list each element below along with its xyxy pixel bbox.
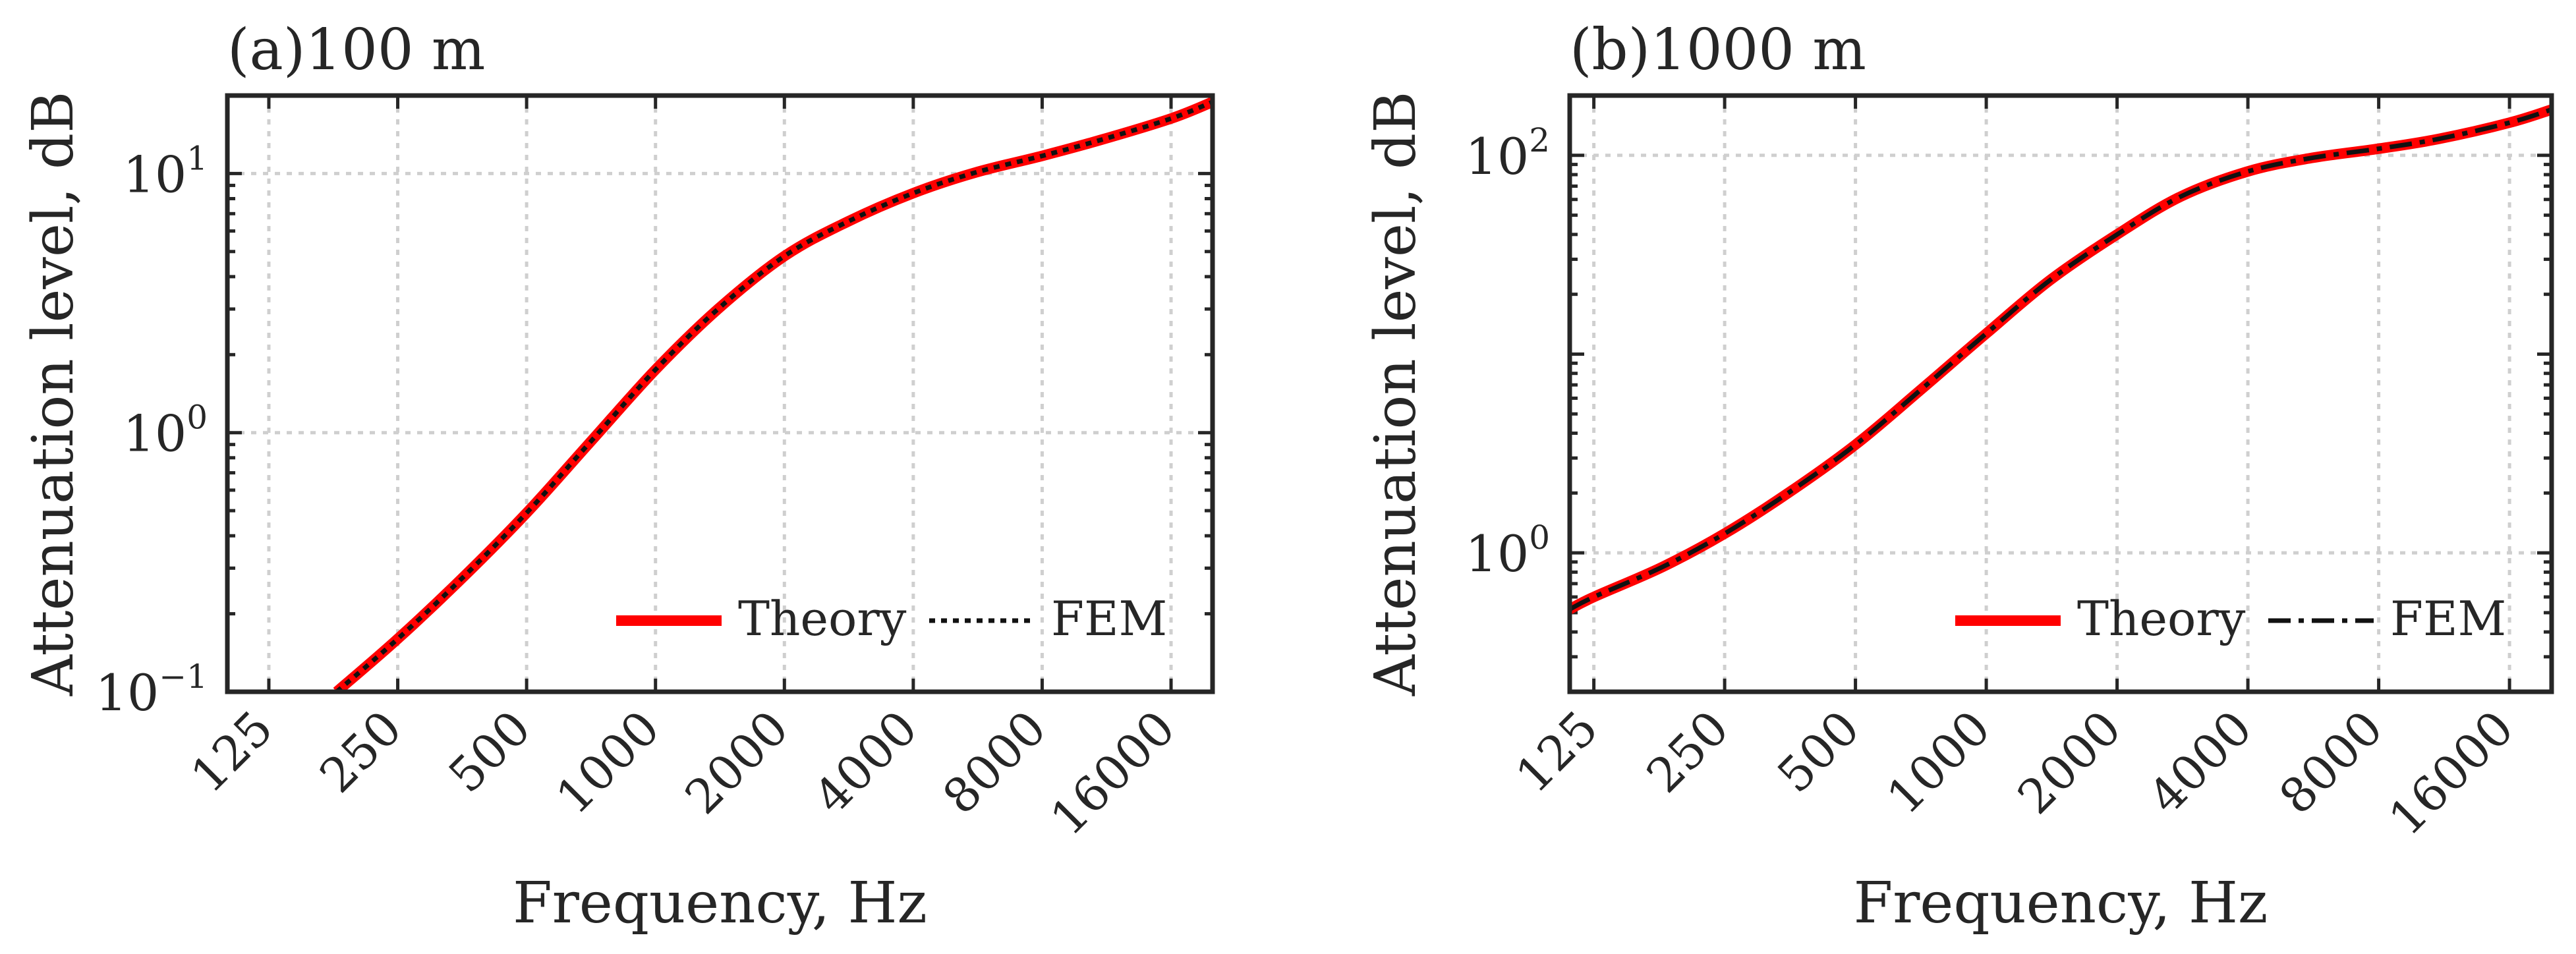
x-tick-label: 2000 [674, 700, 799, 825]
y-tick-exponent: 2 [1529, 121, 1550, 159]
panel-label: (b) [1570, 17, 1650, 83]
panel-title: (a)100 m [227, 17, 485, 83]
axes-box [1567, 93, 2554, 694]
panel-label: (a) [227, 17, 305, 83]
x-tick-label: 1000 [1876, 700, 2001, 825]
legend-label-theory: Theory [2077, 591, 2246, 646]
legend-label-fem: FEM [2390, 591, 2506, 646]
legend: Theory FEM [616, 591, 1167, 646]
x-axis-label: Frequency, Hz [1854, 870, 2268, 936]
y-tick-base: 10 [123, 145, 186, 204]
series-line-fem [1570, 107, 2552, 611]
grid [1570, 96, 2552, 692]
series-line-theory [1570, 104, 2552, 614]
panel-title-text: 1000 m [1650, 17, 1866, 83]
panel-title: (b)1000 m [1570, 17, 1866, 83]
x-tick-label: 1000 [546, 700, 670, 825]
series-lines [333, 97, 1213, 692]
x-tick-label: 8000 [2269, 700, 2393, 825]
y-tick-base: 10 [1465, 524, 1529, 583]
y-tick-exponent: 0 [1529, 519, 1550, 557]
y-tick-label: 100 [1465, 519, 1550, 583]
y-tick-label: 102 [1465, 121, 1550, 186]
x-tick-label: 4000 [2138, 700, 2262, 825]
y-tick-label: 100 [123, 399, 208, 463]
x-tick-label: 16000 [2378, 700, 2524, 846]
y-tick-exponent: 1 [186, 139, 208, 177]
x-tick-label: 2000 [2007, 700, 2132, 825]
x-tick-label: 250 [1636, 700, 1740, 804]
x-axis-label: Frequency, Hz [513, 870, 927, 936]
y-tick-label: 101 [123, 139, 208, 204]
legend: Theory FEM [1955, 591, 2506, 646]
x-tick-label: 500 [1767, 700, 1870, 804]
y-axis-label: Attenuation level, dB [1363, 92, 1429, 697]
y-tick-base: 10 [96, 663, 159, 722]
y-tick-base: 10 [123, 405, 186, 463]
x-tick-label: 125 [1505, 700, 1609, 804]
y-tick-exponent: −1 [159, 658, 208, 696]
series-line-fem [335, 99, 1213, 692]
x-tick-label: 8000 [932, 700, 1057, 825]
y-tick-label: 10−1 [96, 658, 208, 722]
y-axis-label: Attenuation level, dB [20, 92, 86, 697]
x-tick-label: 4000 [803, 700, 928, 825]
x-tick-label: 500 [438, 700, 542, 804]
y-tick-base: 10 [1465, 127, 1529, 186]
x-tick-label: 250 [309, 700, 413, 804]
panel-title-text: 100 m [305, 17, 485, 83]
x-tick-label: 16000 [1040, 700, 1186, 846]
grid [227, 96, 1213, 692]
x-tick-label: 125 [180, 700, 283, 804]
legend-label-theory: Theory [738, 591, 907, 646]
axes-box [225, 93, 1215, 694]
y-tick-exponent: 0 [186, 399, 208, 437]
series-lines [1570, 104, 2552, 614]
legend-label-fem: FEM [1051, 591, 1167, 646]
